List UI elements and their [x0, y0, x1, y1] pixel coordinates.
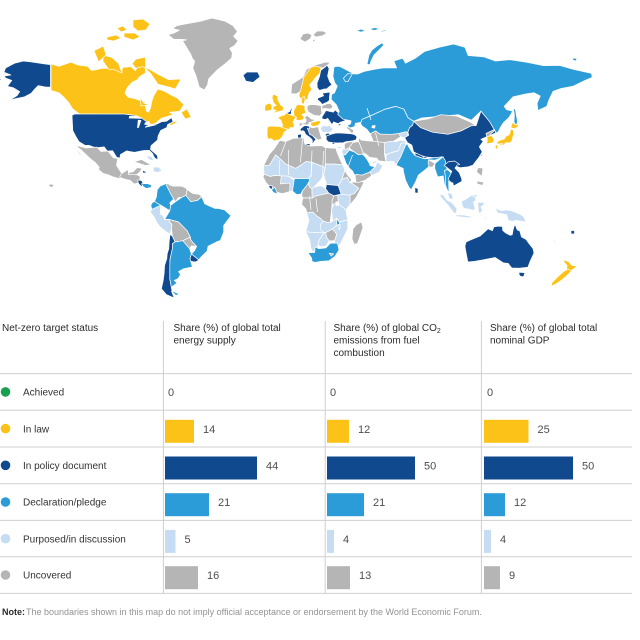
svg-text:Share (%) of global total: Share (%) of global total: [490, 323, 597, 334]
svg-text:44: 44: [266, 461, 278, 473]
svg-text:12: 12: [358, 424, 370, 436]
svg-text:energy supply: energy supply: [174, 336, 236, 347]
svg-text:13: 13: [359, 570, 371, 582]
svg-text:Note:: Note:: [2, 607, 25, 617]
svg-text:0: 0: [330, 387, 336, 399]
svg-text:50: 50: [582, 461, 594, 473]
svg-text:16: 16: [207, 570, 219, 582]
svg-text:5: 5: [185, 534, 191, 546]
svg-text:25: 25: [538, 424, 550, 436]
svg-text:Uncovered: Uncovered: [23, 571, 71, 582]
svg-text:Achieved: Achieved: [23, 388, 64, 399]
svg-text:Share (%) of global total: Share (%) of global total: [174, 323, 281, 334]
svg-text:In policy document: In policy document: [23, 461, 107, 472]
svg-text:Purposed/in discussion: Purposed/in discussion: [23, 534, 126, 545]
svg-text:21: 21: [373, 497, 385, 509]
svg-text:9: 9: [509, 570, 515, 582]
svg-text:Declaration/pledge: Declaration/pledge: [23, 498, 107, 509]
svg-text:Net-zero target status: Net-zero target status: [2, 323, 98, 334]
svg-text:nominal GDP: nominal GDP: [490, 336, 550, 347]
svg-text:emissions from fuel: emissions from fuel: [334, 336, 420, 347]
svg-text:In law: In law: [23, 424, 50, 435]
svg-text:12: 12: [514, 497, 526, 509]
svg-text:The boundaries shown in this m: The boundaries shown in this map do not …: [26, 607, 482, 617]
svg-text:Share (%) of global CO2: Share (%) of global CO2: [334, 323, 441, 335]
svg-text:combustion: combustion: [334, 348, 385, 359]
svg-text:14: 14: [203, 424, 215, 436]
svg-text:21: 21: [218, 497, 230, 509]
svg-text:0: 0: [487, 387, 493, 399]
svg-text:50: 50: [424, 461, 436, 473]
svg-text:4: 4: [343, 534, 349, 546]
svg-text:0: 0: [168, 387, 174, 399]
svg-text:4: 4: [500, 534, 506, 546]
